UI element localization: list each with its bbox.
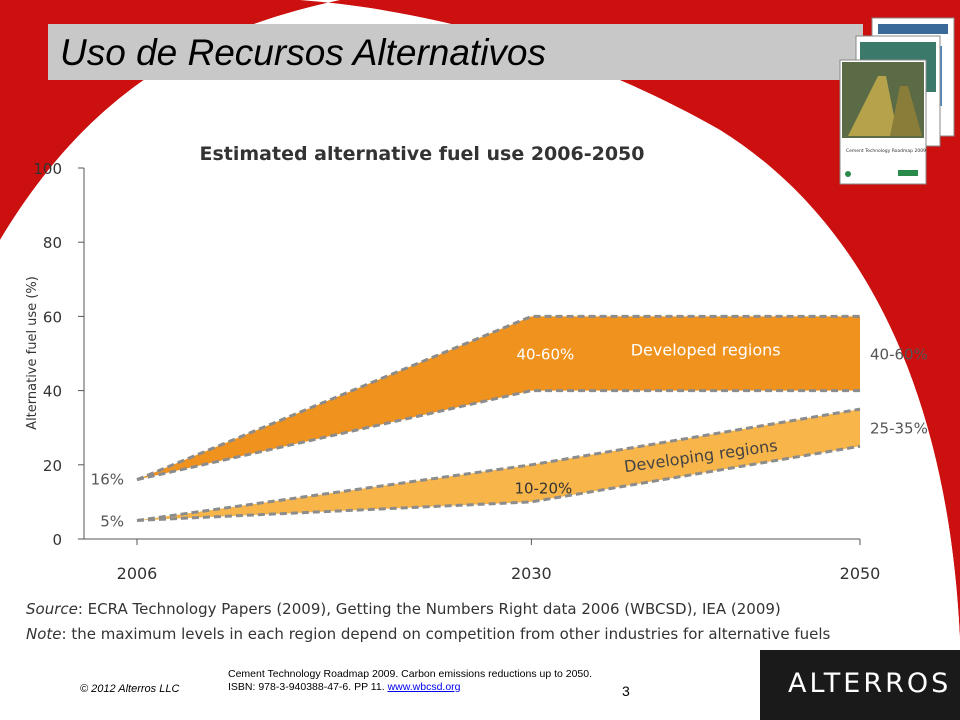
x-tick-label: 2006 <box>117 564 158 583</box>
band-end-label: 40-60% <box>870 346 928 364</box>
y-axis-ticks: 0 20 40 60 80 100 <box>33 160 84 549</box>
y-tick-label: 60 <box>43 308 62 326</box>
y-tick-label: 40 <box>43 383 62 401</box>
band-end-label: 25-35% <box>870 420 928 438</box>
band-mid-label: 10-20% <box>514 479 572 497</box>
band-mid-label: 40-60% <box>516 346 574 364</box>
start-value-label: 16% <box>91 471 124 489</box>
band-lower-edge <box>136 444 861 522</box>
page-number: 3 <box>622 683 630 699</box>
x-tick-label: 2050 <box>840 564 881 583</box>
chart-title: Estimated alternative fuel use 2006-2050 <box>200 143 645 165</box>
area-band <box>137 316 860 480</box>
x-axis-ticks: 2006 2030 2050 <box>117 539 881 583</box>
slide-title: Uso de Recursos Alternativos <box>60 32 547 73</box>
y-axis-label: Alternative fuel use (%) <box>25 276 40 430</box>
band-upper-edge <box>136 407 861 522</box>
start-value-label: 5% <box>100 512 124 530</box>
y-tick-label: 20 <box>43 457 62 475</box>
red-right-shape <box>300 0 960 640</box>
footer-reference-text: Cement Technology Roadmap 2009. Carbon e… <box>228 668 593 693</box>
logo-bar <box>760 650 960 720</box>
footer-reference: Cement Technology Roadmap 2009. Carbon e… <box>228 668 598 694</box>
title-bar <box>48 24 863 80</box>
y-tick-label: 80 <box>43 234 62 252</box>
series-name-label: Developed regions <box>631 341 781 360</box>
x-tick-label: 2030 <box>511 564 552 583</box>
book-covers-image: Cement Technology Roadmap 2009 <box>839 17 955 185</box>
y-tick-label: 100 <box>33 160 62 178</box>
alterros-logo: ALTERROS <box>788 668 952 699</box>
chart-note: Note: the maximum levels in each region … <box>26 625 831 643</box>
book-cover-title: Cement Technology Roadmap 2009 <box>846 148 926 154</box>
footer-link[interactable]: www.wbcsd.org <box>387 681 461 693</box>
area-bands <box>136 314 861 522</box>
footer-copyright: © 2012 Alterros LLC <box>80 683 180 695</box>
band-lower-edge <box>136 389 860 482</box>
area-band <box>137 409 860 521</box>
chart-source-note: Source: ECRA Technology Papers (2009), G… <box>26 600 781 618</box>
y-tick-label: 0 <box>52 531 62 549</box>
alternative-fuel-chart: Estimated alternative fuel use 2006-2050… <box>25 143 928 643</box>
